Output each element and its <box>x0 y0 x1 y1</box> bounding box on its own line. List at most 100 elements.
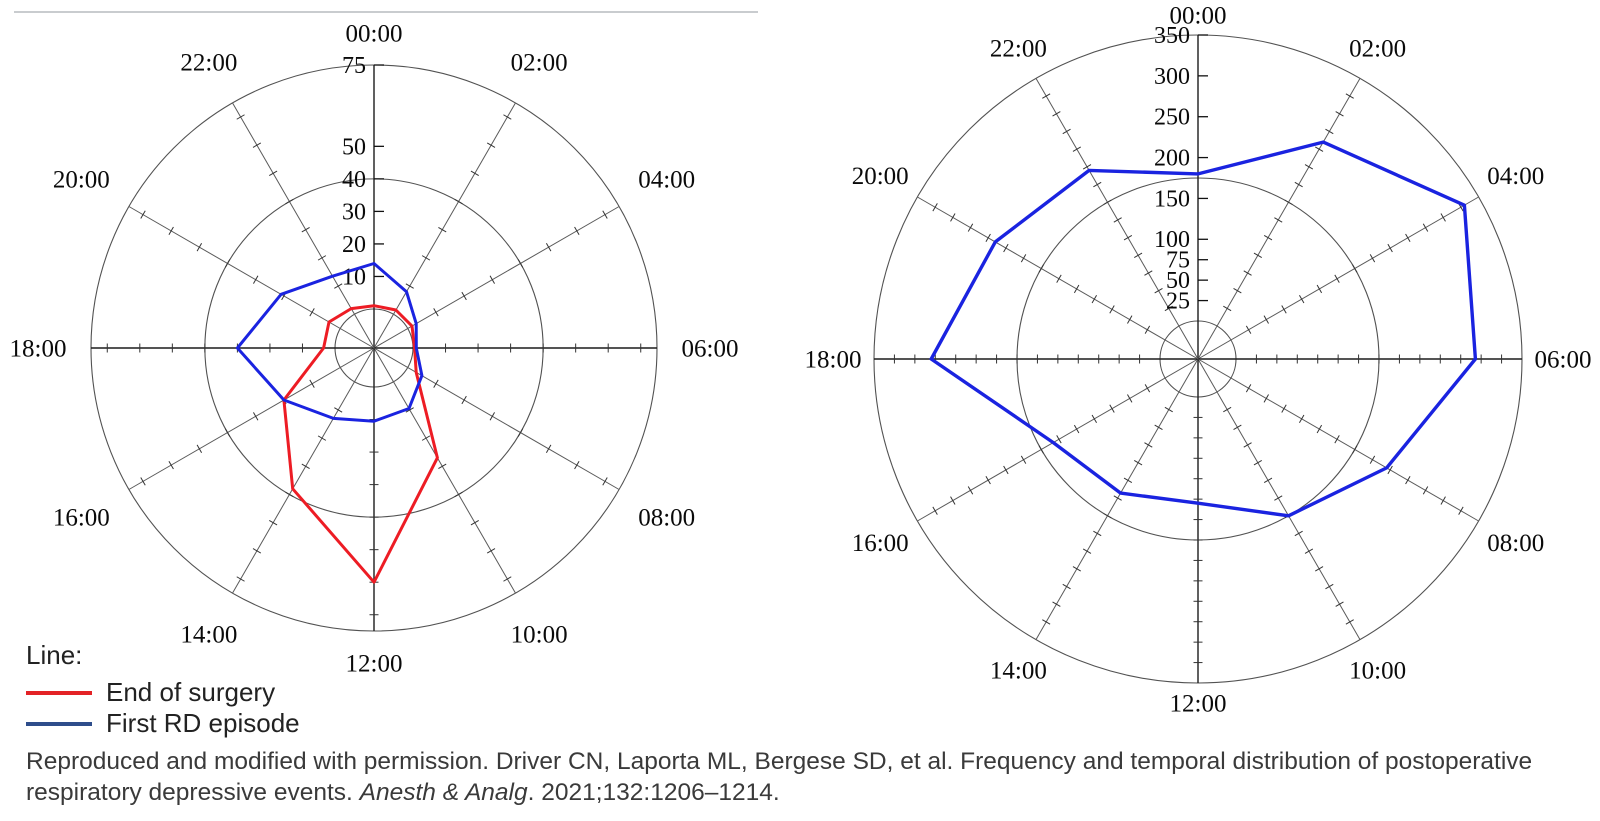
minor-tick <box>1274 495 1283 501</box>
legend-label-first-rd-episode: First RD episode <box>106 708 300 738</box>
hour-label-0200: 02:00 <box>511 49 568 76</box>
legend: Line: End of surgery First RD episode <box>26 640 300 739</box>
minor-tick <box>1274 217 1283 223</box>
minor-tick <box>1335 601 1344 607</box>
minor-tick <box>1154 288 1163 294</box>
minor-tick <box>545 444 552 453</box>
hour-label-2000: 20:00 <box>53 167 110 194</box>
minor-tick <box>1091 294 1098 304</box>
minor-tick <box>486 548 496 554</box>
minor-tick <box>1316 424 1323 434</box>
hour-label-2200: 22:00 <box>180 49 237 76</box>
minor-tick <box>252 142 262 148</box>
minor-tick <box>1263 234 1273 241</box>
minor-tick <box>438 463 447 469</box>
spoke-line <box>373 347 516 594</box>
spoke-line <box>1197 196 1479 360</box>
spoke-line <box>917 196 1199 360</box>
hour-label-1400: 14:00 <box>180 622 237 649</box>
minor-tick <box>405 407 414 413</box>
minor-tick <box>1298 294 1305 304</box>
minor-tick <box>224 259 231 268</box>
minor-tick <box>433 379 439 388</box>
series-line-end-of-surgery <box>282 304 439 584</box>
minor-tick <box>503 114 512 120</box>
minor-tick <box>461 291 467 301</box>
minor-tick <box>196 243 203 252</box>
minor-tick <box>269 170 278 177</box>
top-divider <box>14 11 758 13</box>
minor-tick <box>1294 181 1303 188</box>
minor-tick <box>236 114 245 120</box>
minor-tick <box>1387 243 1393 253</box>
hour-label-0600: 06:00 <box>682 336 739 363</box>
minor-tick <box>1243 270 1252 276</box>
spoke-line <box>373 102 516 349</box>
minor-tick <box>309 308 315 317</box>
series-line-first-rd-episode <box>235 262 424 423</box>
minor-tick <box>1072 566 1082 572</box>
minor-tick <box>1073 424 1080 434</box>
minor-tick <box>140 210 146 219</box>
spoke-line <box>232 347 375 594</box>
minor-tick <box>1003 465 1009 475</box>
minor-tick <box>1223 305 1232 312</box>
spoke-line <box>232 102 375 349</box>
minor-tick <box>489 275 495 284</box>
hour-label-1400: 14:00 <box>990 658 1047 685</box>
minor-tick <box>1042 619 1051 625</box>
minor-tick <box>1062 583 1071 590</box>
minor-tick <box>574 226 580 236</box>
minor-tick <box>574 460 580 470</box>
minor-tick <box>1440 213 1446 222</box>
minor-tick <box>1243 442 1252 448</box>
spoke-line <box>128 347 375 490</box>
minor-tick <box>967 486 974 495</box>
minor-tick <box>433 308 439 317</box>
caption-journal-name: Anesth & Analg <box>359 779 528 806</box>
minor-tick <box>1253 459 1263 466</box>
minor-tick <box>1038 445 1044 454</box>
minor-tick <box>334 407 343 413</box>
minor-tick <box>503 576 512 582</box>
minor-tick <box>438 227 447 233</box>
radial-tick-label: 350 <box>1154 23 1190 49</box>
minor-tick <box>1109 305 1115 314</box>
spoke-line <box>1197 358 1361 640</box>
minor-tick <box>1073 284 1080 294</box>
minor-tick <box>1281 305 1287 314</box>
minor-tick <box>1316 284 1323 294</box>
hour-label-0800: 08:00 <box>1487 530 1544 557</box>
minor-tick <box>1020 254 1027 263</box>
minor-tick <box>1253 252 1263 259</box>
radial-tick-label: 40 <box>342 167 366 193</box>
minor-tick <box>985 233 991 243</box>
hour-label-0400: 04:00 <box>638 167 695 194</box>
minor-tick <box>1020 455 1027 464</box>
minor-tick <box>1093 181 1102 188</box>
minor-tick <box>454 491 463 498</box>
minor-tick <box>1082 164 1092 170</box>
minor-tick <box>1072 146 1082 152</box>
minor-tick <box>985 475 991 485</box>
minor-tick <box>950 496 956 505</box>
minor-tick <box>1281 404 1287 413</box>
radial-tick-label: 25 <box>1166 288 1190 314</box>
minor-tick <box>470 170 479 177</box>
minor-tick <box>1103 513 1112 519</box>
minor-tick <box>1144 270 1153 276</box>
minor-tick <box>236 576 245 582</box>
minor-tick <box>1144 325 1151 334</box>
minor-tick <box>168 226 174 236</box>
hour-label-1800: 18:00 <box>805 347 862 374</box>
minor-tick <box>1038 264 1044 273</box>
hour-label-1600: 16:00 <box>852 530 909 557</box>
minor-tick <box>421 255 431 261</box>
radial-tick-label: 100 <box>1154 227 1190 253</box>
minor-tick <box>1369 455 1376 464</box>
minor-tick <box>1458 506 1464 515</box>
minor-tick <box>1325 583 1334 590</box>
minor-tick <box>1369 254 1376 263</box>
radial-tick-label: 50 <box>1166 268 1190 294</box>
